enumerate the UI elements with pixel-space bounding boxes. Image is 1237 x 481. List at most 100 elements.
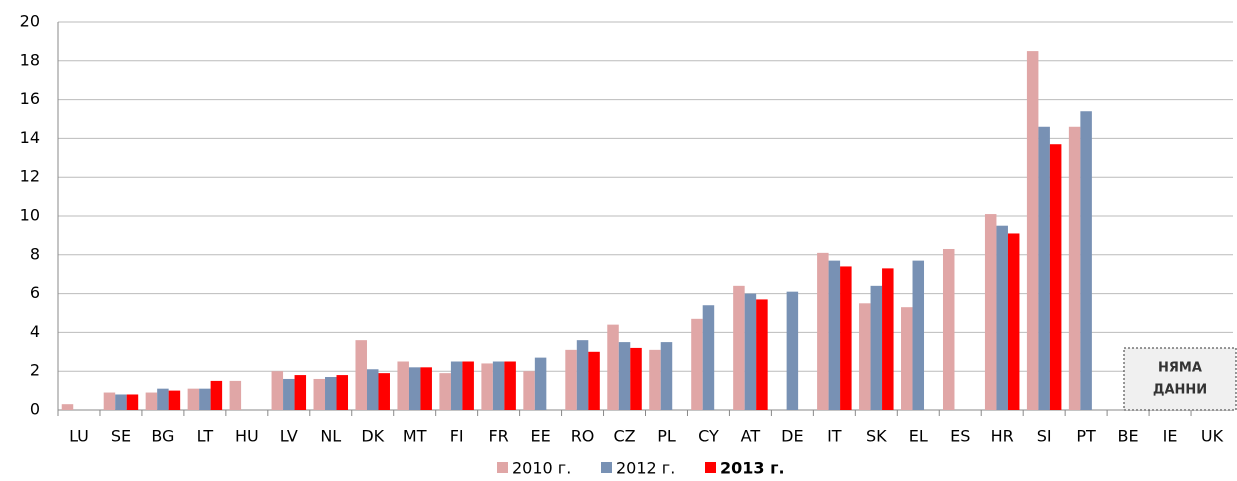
bar — [630, 347, 642, 410]
y-tick-label: 2 — [30, 361, 40, 380]
bar — [157, 388, 169, 410]
x-tick-label: UK — [1201, 427, 1224, 446]
y-tick-label: 10 — [20, 206, 40, 225]
bar — [786, 291, 799, 410]
bar — [168, 390, 181, 410]
bar — [565, 349, 577, 410]
bar — [294, 375, 307, 410]
x-tick-label: AT — [741, 427, 761, 446]
bar — [649, 349, 661, 410]
bar — [618, 342, 631, 410]
legend-swatch — [497, 462, 508, 473]
bar — [145, 392, 158, 410]
bar — [840, 266, 852, 410]
y-tick-label: 8 — [30, 244, 40, 263]
x-tick-label: RO — [571, 427, 595, 446]
bar — [420, 367, 432, 410]
y-tick-label: 12 — [20, 167, 40, 186]
bar — [336, 375, 349, 410]
bar — [817, 252, 829, 410]
legend-label: 2010 г. — [512, 459, 571, 478]
y-tick-label: 0 — [30, 400, 40, 419]
y-tick-label: 20 — [20, 12, 40, 31]
bar — [408, 367, 421, 410]
annotation-box — [1123, 347, 1237, 411]
bar — [504, 361, 516, 410]
bar — [271, 371, 284, 410]
bar — [115, 394, 127, 410]
x-tick-label: NL — [320, 427, 341, 446]
x-tick-label: IE — [1163, 427, 1178, 446]
x-tick-label: BE — [1118, 427, 1139, 446]
bar — [660, 342, 673, 410]
x-tick-label: ES — [950, 427, 970, 446]
bar — [355, 340, 367, 410]
bar — [607, 324, 619, 410]
bar — [283, 378, 295, 410]
y-tick-label: 4 — [30, 322, 40, 341]
bar — [984, 214, 997, 410]
annotation: НЯМА — [1158, 361, 1202, 376]
x-tick-label: PT — [1076, 427, 1096, 446]
bar — [756, 299, 768, 410]
x-tick-label: CZ — [613, 427, 635, 446]
bar — [1049, 144, 1062, 410]
y-tick-label: 18 — [20, 50, 40, 69]
bar — [1080, 111, 1092, 411]
bar — [210, 380, 223, 410]
bar — [61, 404, 74, 410]
x-tick-label: IT — [827, 427, 842, 446]
x-tick-label: SK — [866, 427, 887, 446]
y-tick-label: 6 — [30, 283, 40, 302]
bar — [588, 351, 600, 410]
bar — [439, 373, 451, 410]
bar — [462, 361, 474, 410]
y-tick-label: 16 — [20, 89, 40, 108]
bar — [378, 373, 390, 410]
bar — [534, 357, 547, 410]
bar — [733, 285, 745, 410]
x-tick-label: DK — [361, 427, 384, 446]
bar — [996, 225, 1008, 410]
legend-label: 2013 г. — [720, 459, 785, 478]
x-tick-label: SE — [111, 427, 131, 446]
bar — [492, 361, 505, 410]
x-tick-label: DE — [781, 427, 803, 446]
x-tick-label: SI — [1037, 427, 1052, 446]
x-tick-label: MT — [403, 427, 427, 446]
x-tick-label: FI — [450, 427, 464, 446]
bar — [576, 340, 589, 410]
x-tick-label: LV — [280, 427, 298, 446]
bar — [1007, 233, 1020, 410]
bar — [229, 380, 242, 410]
bar — [702, 305, 715, 410]
bar — [828, 260, 841, 410]
bar — [1068, 126, 1081, 410]
x-tick-label: LU — [69, 427, 89, 446]
bar — [901, 307, 913, 410]
bar — [187, 388, 200, 410]
bar — [882, 268, 894, 410]
bar — [870, 285, 883, 410]
bar — [691, 318, 703, 410]
bar — [450, 361, 463, 410]
x-tick-label: HR — [991, 427, 1014, 446]
x-tick-label: EE — [530, 427, 550, 446]
bar — [103, 392, 116, 410]
bar — [366, 369, 379, 410]
x-tick-label: FR — [488, 427, 508, 446]
x-tick-label: BG — [151, 427, 174, 446]
bar — [523, 371, 535, 410]
bar — [199, 388, 211, 410]
bar — [744, 293, 757, 410]
bar — [397, 361, 409, 410]
x-tick-label: LT — [197, 427, 214, 446]
bar — [325, 377, 337, 410]
x-tick-label: EL — [909, 427, 928, 446]
annotation: ДАННИ — [1153, 383, 1207, 398]
bar — [126, 394, 139, 410]
x-tick-label: CY — [698, 427, 719, 446]
bar — [942, 248, 955, 410]
bar — [912, 260, 925, 410]
